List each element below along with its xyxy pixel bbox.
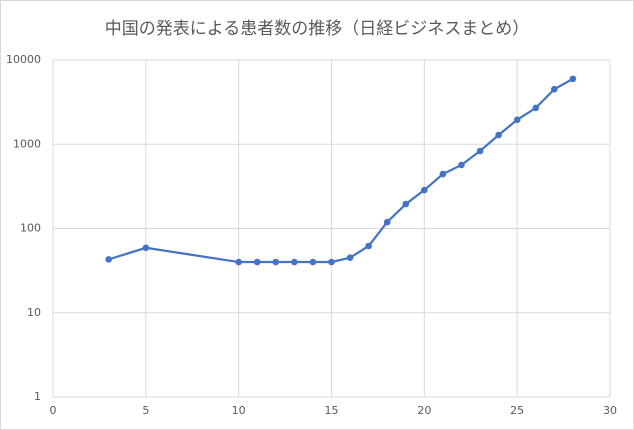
data-point xyxy=(365,242,372,250)
data-point xyxy=(569,75,577,83)
x-tick-label: 25 xyxy=(510,404,524,417)
data-point xyxy=(105,256,112,263)
data-point xyxy=(309,258,317,266)
data-point xyxy=(421,186,428,194)
data-point xyxy=(402,200,410,208)
y-tick-label: 100 xyxy=(20,222,41,235)
y-tick-label: 1 xyxy=(34,390,41,403)
data-point xyxy=(458,161,465,169)
x-tick-label: 30 xyxy=(603,404,617,417)
data-point xyxy=(328,258,335,266)
x-tick-label: 0 xyxy=(50,404,57,417)
data-point xyxy=(142,244,150,252)
data-point xyxy=(513,116,521,124)
data-point xyxy=(532,104,540,112)
x-tick-label: 15 xyxy=(325,404,339,417)
y-tick-label: 1000 xyxy=(13,137,41,150)
y-tick-label: 10000 xyxy=(6,53,41,66)
data-point xyxy=(383,218,391,226)
data-point xyxy=(495,131,502,139)
data-point xyxy=(235,258,242,266)
data-point xyxy=(253,258,261,266)
y-tick-label: 10 xyxy=(27,306,41,319)
x-tick-label: 20 xyxy=(417,404,431,417)
x-tick-label: 5 xyxy=(142,404,149,417)
data-point xyxy=(346,254,354,262)
chart-title: 中国の発表による患者数の推移（日経ビジネスまとめ） xyxy=(105,19,530,39)
data-point xyxy=(272,258,280,266)
data-point xyxy=(291,258,298,266)
data-point xyxy=(439,170,447,178)
data-point xyxy=(476,147,484,155)
data-point xyxy=(551,85,558,93)
x-tick-label: 10 xyxy=(232,404,246,417)
